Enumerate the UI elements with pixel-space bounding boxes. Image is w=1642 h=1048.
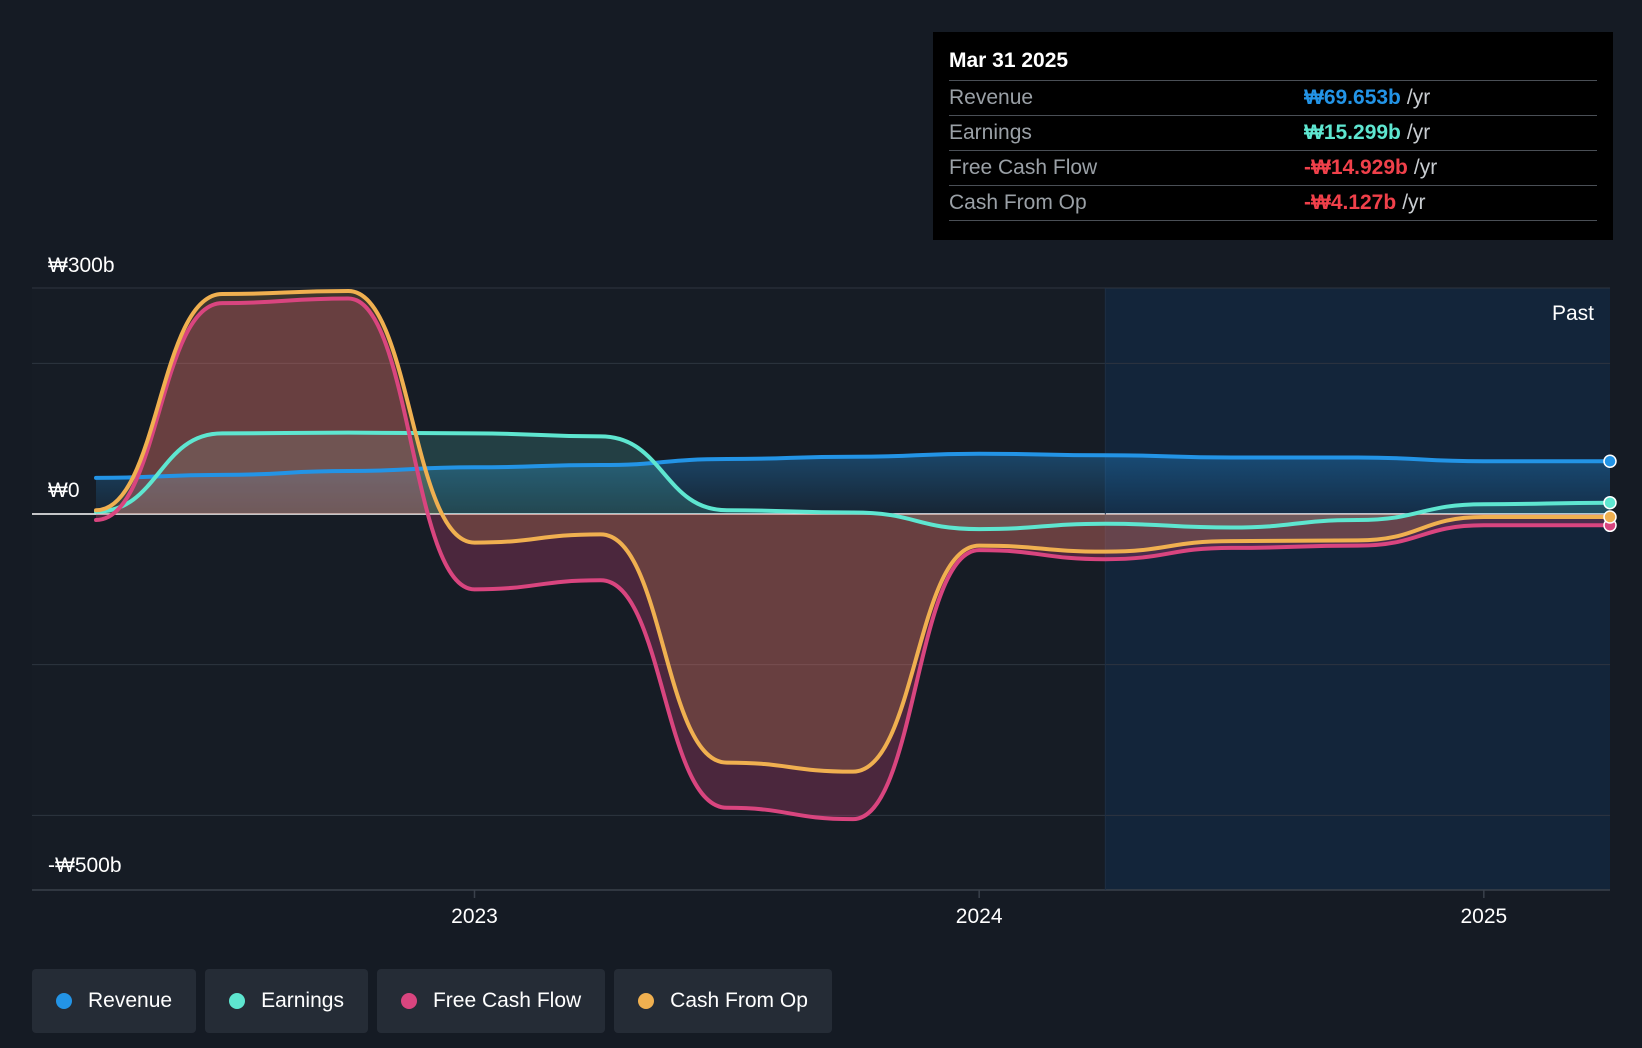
tooltip-unit: /yr [1406, 86, 1431, 109]
legend-label: Revenue [88, 989, 173, 1012]
legend-label: Free Cash Flow [432, 989, 582, 1012]
y-label-zero: ₩0 [48, 479, 80, 502]
legend-item-free-cash-flow[interactable]: Free Cash Flow [376, 969, 606, 1033]
x-tick-label: 2023 [451, 905, 498, 928]
legend-item-revenue[interactable]: Revenue [32, 969, 197, 1033]
tooltip-name: Cash From Op [949, 191, 1087, 214]
tooltip-unit: /yr [1406, 121, 1431, 144]
revenue-line [94, 451, 1612, 480]
y-label-top: ₩300b [48, 254, 115, 277]
series-endpoints [1603, 454, 1617, 533]
legend-dot-icon [56, 993, 72, 1009]
tooltip-unit: /yr [1402, 191, 1426, 214]
x-tick-label: 2025 [1460, 905, 1507, 928]
earnings-endpoint [1603, 495, 1617, 510]
earnings-area [96, 432, 1610, 530]
series-lines [94, 289, 1612, 822]
past-label: Past [1552, 302, 1594, 325]
tooltip-date: Mar 31 2025 [949, 46, 1597, 81]
chart: ₩300b ₩0 -₩500b Past 2023 2024 2025 [32, 254, 1617, 928]
past-region [1106, 288, 1610, 890]
legend-item-earnings[interactable]: Earnings [205, 969, 368, 1033]
tooltip-value: ₩15.299b [1304, 121, 1401, 144]
cash-from-op-area [96, 291, 1610, 772]
tooltip-name: Free Cash Flow [949, 156, 1098, 179]
legend-label: Earnings [261, 989, 344, 1012]
tooltip-name: Earnings [949, 121, 1032, 144]
legend-dot-icon [229, 993, 246, 1009]
free-cash-flow-line [94, 296, 1612, 822]
tooltip-name: Revenue [949, 86, 1034, 109]
x-axis: 2023 2024 2025 [451, 890, 1507, 928]
legend: Revenue Earnings Free Cash Flow Cash Fro… [32, 969, 841, 1033]
tooltip-value: -₩14.929b [1304, 156, 1408, 179]
tooltip-unit: /yr [1413, 156, 1438, 179]
x-tick-label: 2024 [956, 905, 1003, 928]
earnings-line [94, 430, 1612, 532]
tooltip-row-revenue: Revenue ₩69.653b /yr [949, 81, 1597, 116]
tooltip: Mar 31 2025 Revenue ₩69.653b /yr Earning… [933, 32, 1613, 240]
legend-item-cash-from-op[interactable]: Cash From Op [614, 969, 832, 1033]
tooltip-value: -₩4.127b [1304, 191, 1397, 214]
y-label-bottom: -₩500b [48, 854, 122, 877]
legend-dot-icon [638, 993, 655, 1009]
legend-label: Cash From Op [670, 989, 808, 1012]
revenue-endpoint [1603, 454, 1617, 469]
tooltip-row-cash-from-op: Cash From Op -₩4.127b /yr [949, 186, 1597, 221]
legend-dot-icon [400, 993, 417, 1009]
tooltip-row-earnings: Earnings ₩15.299b /yr [949, 116, 1597, 151]
free-cash-flow-area [96, 298, 1610, 820]
pre-past-region [32, 288, 1106, 890]
cash-from-op-endpoint [1603, 510, 1617, 524]
cash-from-op-line [94, 289, 1612, 774]
tooltip-row-free-cash-flow: Free Cash Flow -₩14.929b /yr [949, 151, 1597, 186]
tooltip-value: ₩69.653b [1304, 86, 1401, 109]
